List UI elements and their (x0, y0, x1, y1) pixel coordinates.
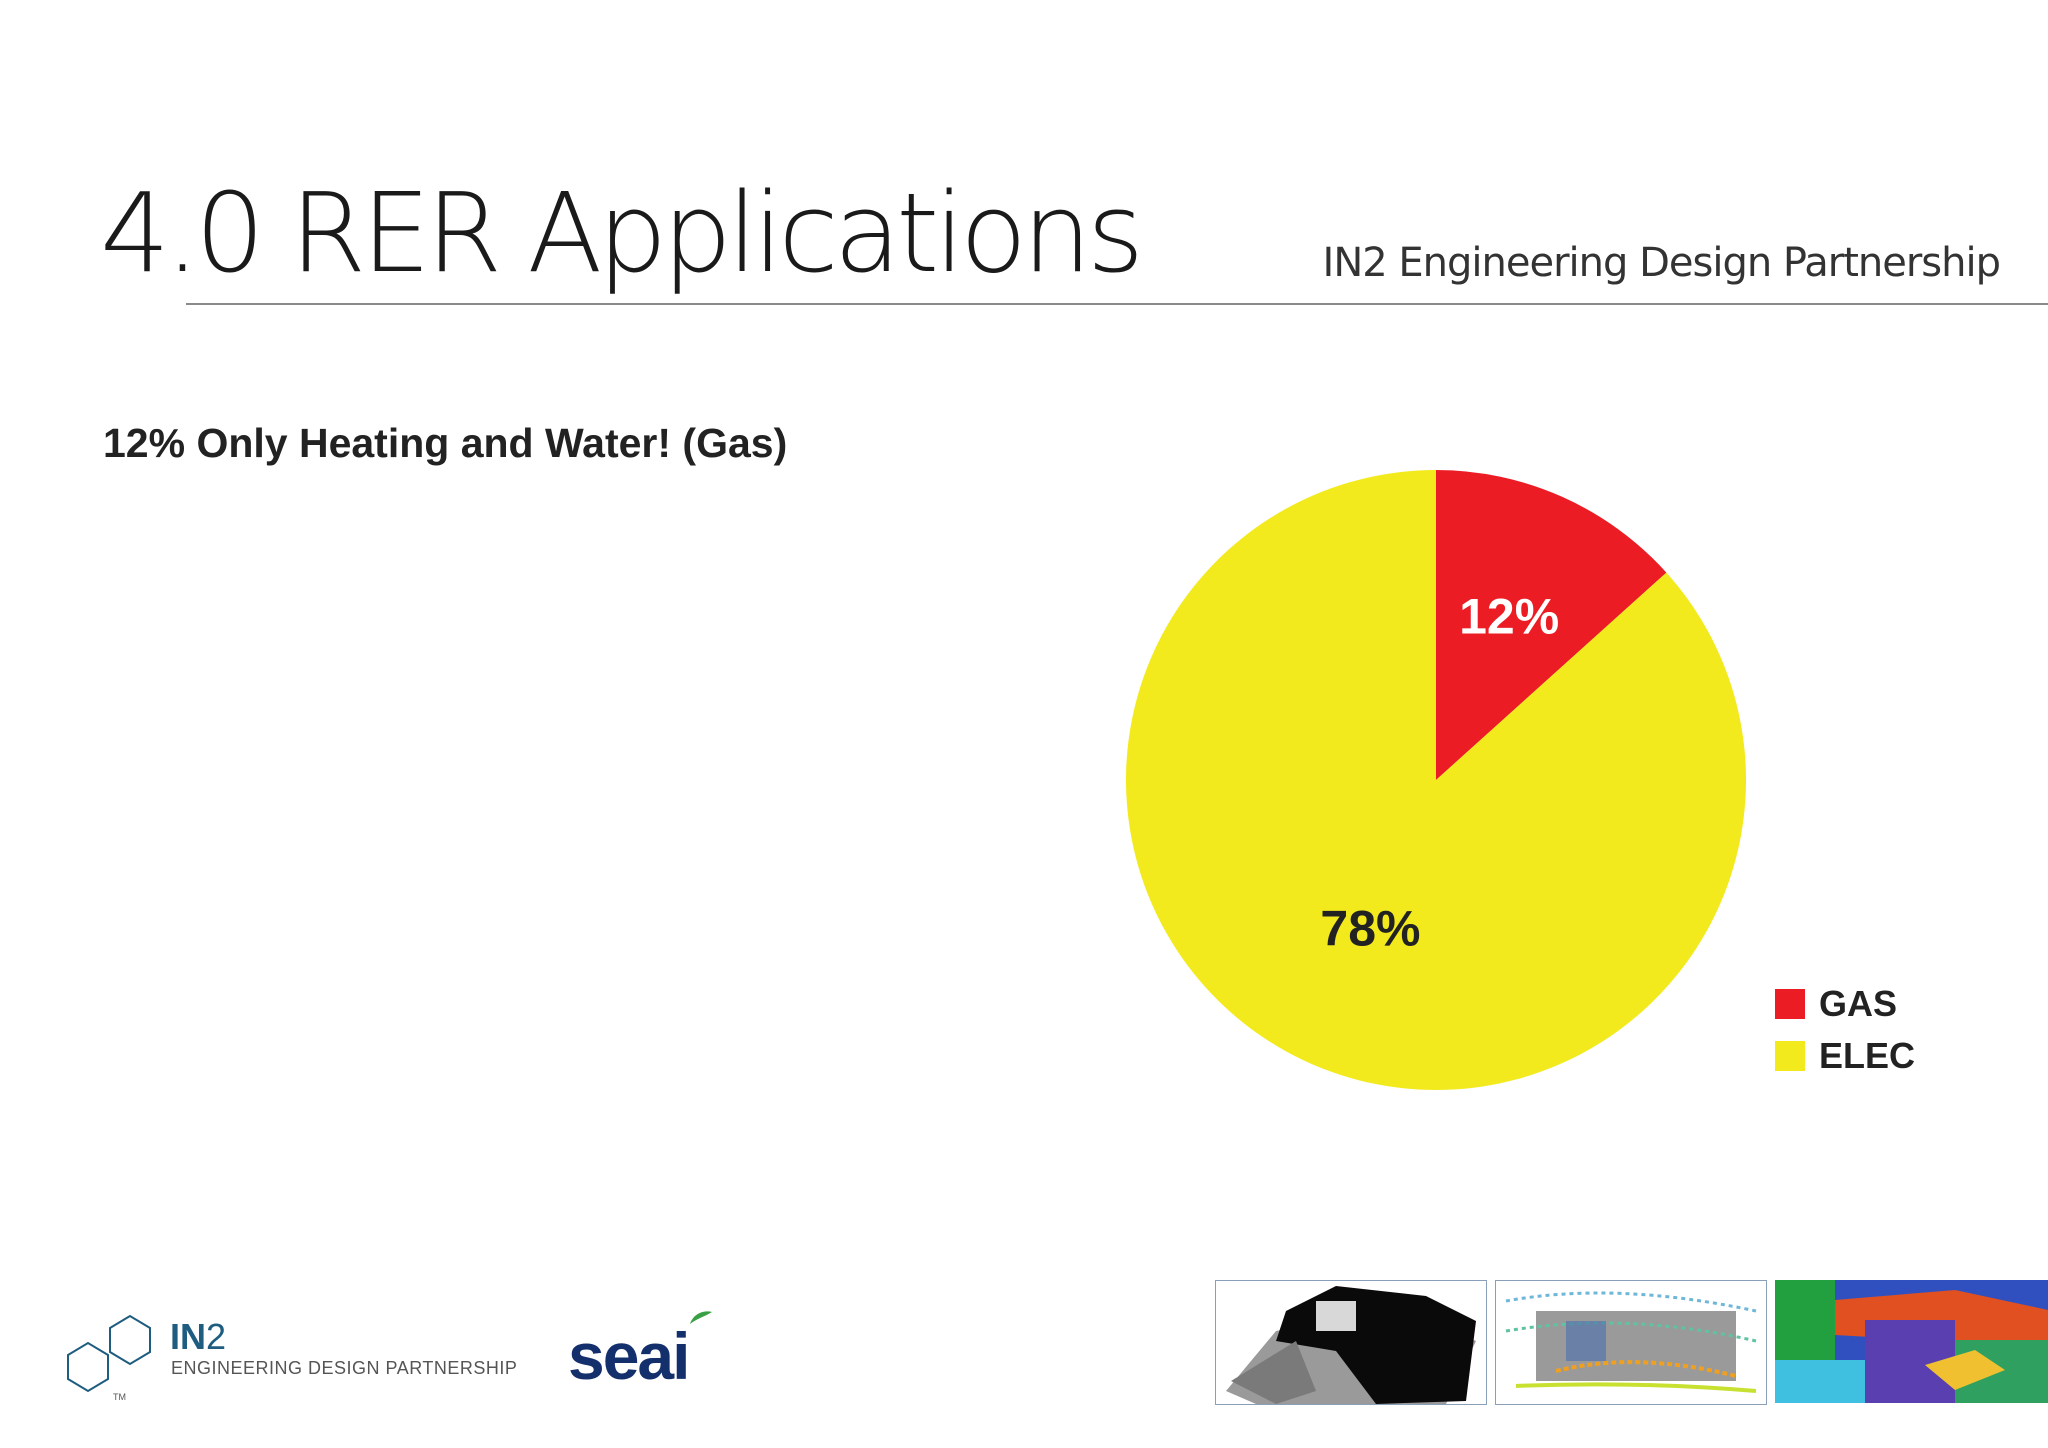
seai-leaf-icon (690, 1311, 712, 1324)
pie-slice-elec (1125, 470, 1746, 1090)
pie-label-gas: 12% (1459, 589, 1559, 645)
chart-legend: GAS ELEC (1775, 978, 1915, 1082)
legend-item-elec: ELEC (1775, 1030, 1915, 1082)
in2-tagline: ENGINEERING DESIGN PARTNERSHIP (171, 1358, 518, 1378)
in2-hexagon-logo-icon (67, 1314, 151, 1393)
legend-swatch-elec (1775, 1041, 1805, 1071)
seai-logo: seai (568, 1319, 690, 1393)
header-divider (186, 303, 2048, 305)
thermal-render-thumbnail (1775, 1280, 2048, 1403)
legend-label-elec: ELEC (1819, 1035, 1916, 1076)
company-name: IN2 Engineering Design Partnership (1322, 240, 2001, 286)
slide-subtitle: 12% Only Heating and Water! (Gas) (103, 420, 788, 466)
legend-swatch-gas (1775, 989, 1805, 1019)
pie-label-elec: 78% (1320, 900, 1420, 956)
pie-slice-gas (1436, 470, 1667, 780)
airflow-simulation-thumbnail (1495, 1280, 1767, 1405)
legend-item-gas: GAS (1775, 978, 1915, 1030)
trademark-mark: TM (113, 1392, 126, 1402)
building-model-thumbnail (1215, 1280, 1487, 1405)
in2-logo-text: IN2 (170, 1316, 227, 1357)
legend-label-gas: GAS (1819, 983, 1898, 1024)
page-title: 4.0 RER Applications (100, 169, 1144, 297)
